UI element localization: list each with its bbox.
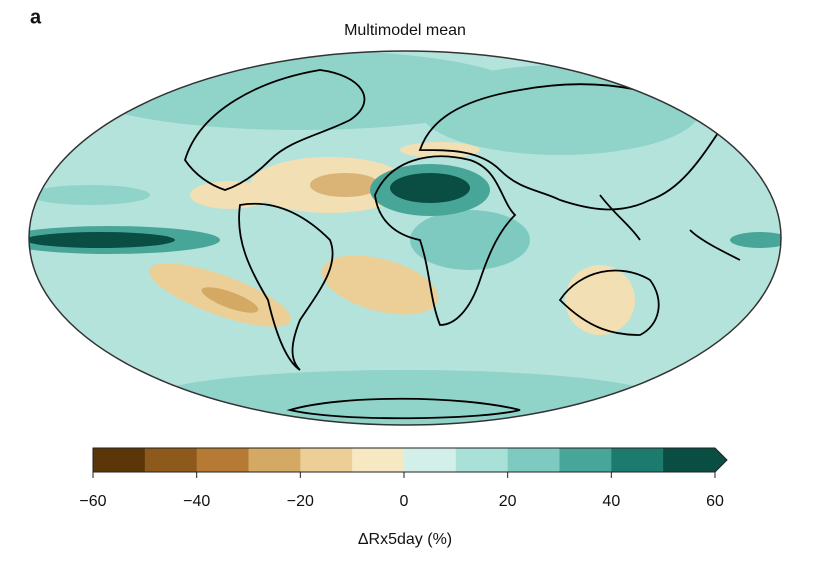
- colorbar-tick-label: 60: [706, 493, 724, 510]
- colorbar-segment: [559, 448, 612, 472]
- field-patch: [201, 287, 259, 313]
- colorbar-segment: [144, 448, 198, 472]
- colorbar-segment: [196, 448, 249, 472]
- colorbar-segment: [404, 448, 457, 472]
- panel-label: a: [30, 6, 42, 28]
- colorbar-tick-label: 20: [499, 493, 517, 510]
- field-patch: [29, 232, 175, 248]
- colorbar-segment: [248, 448, 301, 472]
- colorbar-segment: [455, 448, 509, 472]
- colorbar-tick-label: 0: [400, 493, 409, 510]
- field-patch: [565, 265, 635, 335]
- colorbar-segment: [93, 448, 146, 472]
- colorbar-frame: [92, 447, 728, 473]
- colorbar-tick-label: −40: [183, 493, 210, 510]
- field-patch: [145, 370, 665, 425]
- colorbar-segment: [300, 448, 353, 472]
- colorbar-tick-label: −60: [79, 493, 106, 510]
- colorbar-tick-label: 40: [602, 493, 620, 510]
- field-patch: [30, 185, 150, 205]
- map: [29, 51, 781, 425]
- colorbar-segment: [352, 448, 405, 472]
- colorbar-extension: [715, 448, 727, 472]
- map-title: Multimodel mean: [344, 22, 466, 39]
- colorbar-label: ΔRx5day (%): [358, 531, 452, 548]
- field-patch: [730, 232, 781, 248]
- field-patch: [321, 255, 439, 315]
- colorbar-tick-label: −20: [287, 493, 314, 510]
- colorbar-segment: [507, 448, 560, 472]
- colorbar: −60 −40 −20 0 20 40 60: [79, 447, 728, 510]
- colorbar-segment: [611, 448, 664, 472]
- field-patch: [420, 65, 700, 155]
- map-border: [28, 50, 782, 426]
- field-patch: [310, 173, 380, 197]
- field-patch: [410, 210, 530, 270]
- coastlines: [184, 69, 741, 420]
- colorbar-segment: [663, 448, 716, 472]
- field-patch: [390, 173, 470, 203]
- field-patch: [190, 181, 270, 209]
